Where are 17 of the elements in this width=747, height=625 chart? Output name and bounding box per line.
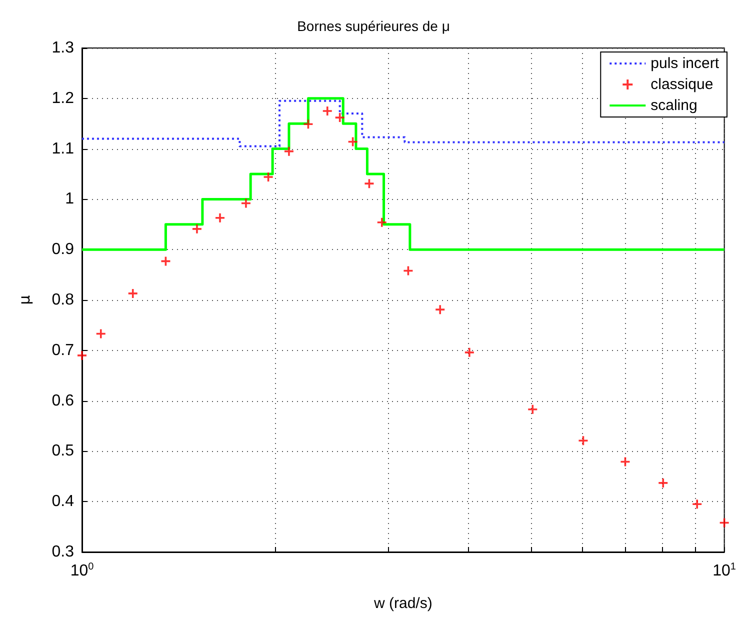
legend-label: classique: [650, 76, 714, 93]
y-tick-label: 0.9: [52, 241, 74, 258]
y-tick-label: 0.3: [52, 544, 74, 560]
y-tick-label: 0.6: [52, 392, 74, 410]
y-tick-label: 0.5: [52, 442, 74, 460]
y-tick-label: 0.4: [52, 493, 74, 510]
y-tick-label: 1: [65, 190, 74, 208]
legend-label: scaling: [650, 97, 698, 114]
y-tick-label: 1.2: [52, 90, 74, 107]
y-tick-label: 0.7: [52, 342, 74, 359]
x-axis-title: w (rad/s): [372, 595, 432, 612]
y-tick-label: 0.8: [52, 292, 74, 308]
y-tick-label: 1.3: [52, 40, 74, 56]
y-axis-title: μ: [16, 294, 34, 305]
legend-label: puls incert: [650, 55, 720, 72]
chart-title: Bornes supérieures de μ: [297, 18, 450, 34]
y-tick-label: 1.1: [52, 140, 74, 158]
